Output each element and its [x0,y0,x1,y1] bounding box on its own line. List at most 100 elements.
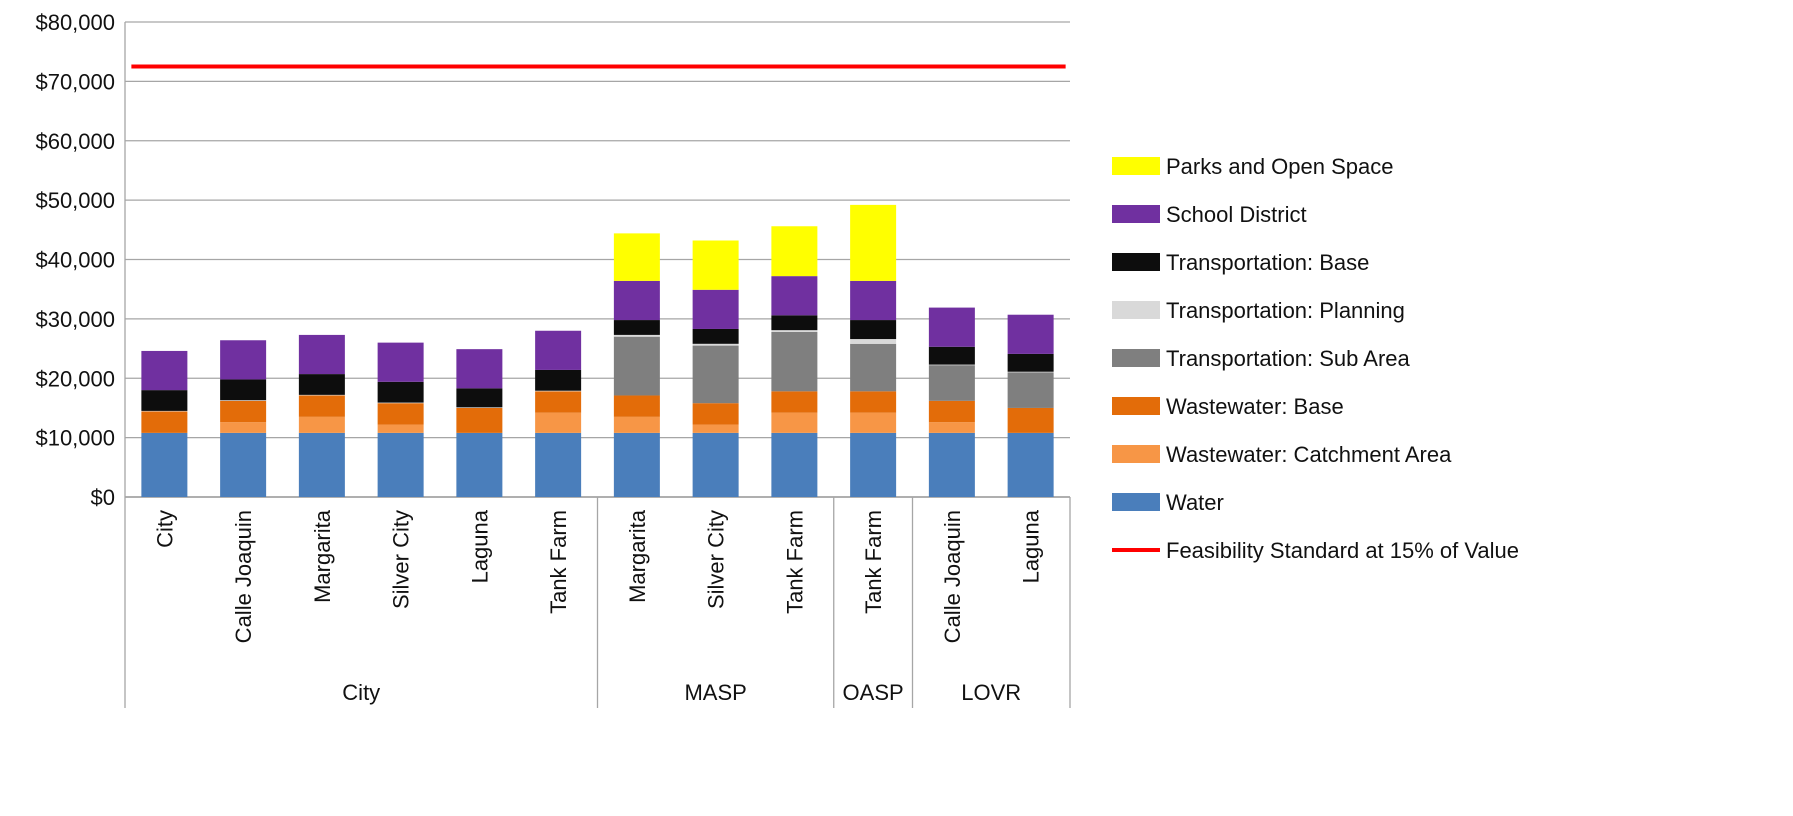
y-tick-label: $50,000 [35,188,115,213]
legend-label: Transportation: Planning [1166,298,1405,323]
y-tick-label: $80,000 [35,10,115,35]
bar-segment [692,345,739,404]
bar-segment [1007,314,1054,354]
legend-label: Wastewater: Base [1166,394,1344,419]
bar-segment [535,432,582,497]
bar-segment [377,432,424,497]
bar-segment [850,391,897,413]
legend-label: School District [1166,202,1307,227]
bar-segment [1007,371,1054,373]
bar-segment [613,336,660,396]
legend-swatch [1112,253,1160,271]
category-label: Margarita [625,509,650,603]
bar-segment [771,330,818,332]
bar-segment [298,374,345,395]
bar-segment [220,340,267,380]
legend-swatch [1112,205,1160,223]
bar-segment [456,349,503,389]
bar-segment [535,412,582,433]
bar-segment [771,226,818,277]
bar-segment [771,391,818,413]
bar-segment [613,320,660,335]
legend-swatch [1112,397,1160,415]
bar-segment [456,388,503,408]
group-label: MASP [684,680,746,705]
category-label: Calle Joaquin [940,510,965,643]
y-tick-label: $10,000 [35,426,115,451]
bar-segment [692,403,739,425]
group-label: City [342,680,380,705]
y-tick-label: $70,000 [35,69,115,94]
bar-segment [928,400,975,423]
legend-label: Wastewater: Catchment Area [1166,442,1452,467]
legend-swatch [1112,301,1160,319]
legend-swatch [1112,349,1160,367]
category-label: Silver City [389,510,414,609]
bar-segment [850,280,897,321]
bar-segment [1007,372,1054,408]
category-label: City [152,510,177,548]
category-label: Margarita [310,509,335,603]
bar-segment [613,416,660,433]
category-label: Silver City [704,510,729,609]
category-label: Laguna [1019,509,1044,583]
bar-segment [613,233,660,281]
bar-segment [928,432,975,497]
bar-segment [456,432,503,497]
y-tick-label: $60,000 [35,129,115,154]
y-tick-label: $0 [91,485,115,510]
bar-segment [1007,353,1054,372]
bar-segment [771,276,818,316]
bar-segment [850,432,897,497]
legend-label: Feasibility Standard at 15% of Value [1166,538,1519,563]
bar-segment [850,320,897,340]
bar-segment [771,331,818,392]
bar-segment [692,432,739,497]
bar-segment [771,315,818,331]
bar-segment [377,402,424,404]
bar-segment [535,369,582,391]
bar-segment [692,343,739,346]
bar-segment [928,422,975,433]
bar-segment [298,416,345,433]
bar-segment [220,432,267,497]
bar-segment [613,334,660,337]
legend-swatch [1112,445,1160,463]
bar-segment [220,379,267,401]
bar-segment [298,394,345,396]
group-label: OASP [843,680,904,705]
bar-segment [928,365,975,401]
bar-segment [613,395,660,417]
bar-segment [1007,407,1054,433]
bar-segment [141,350,188,391]
bar-segment [1007,432,1054,497]
bar-segment [535,330,582,370]
bar-segment [692,328,739,344]
category-label: Tank Farm [782,510,807,614]
legend-swatch [1112,493,1160,511]
legend-swatch [1112,157,1160,175]
bar-segment [141,411,188,433]
bar-segment [771,432,818,497]
bar-segment [692,240,739,290]
bar-segment [141,410,188,412]
legend-label: Transportation: Base [1166,250,1369,275]
bar-segment [613,432,660,497]
y-tick-label: $20,000 [35,366,115,391]
bar-segment [692,424,739,433]
bar-segment [771,412,818,433]
bar-segment [613,280,660,321]
bar-segment [298,395,345,417]
legend-label: Transportation: Sub Area [1166,346,1411,371]
bar-segment [377,403,424,425]
category-label: Laguna [467,509,492,583]
bar-segment [220,422,267,433]
bar-segment [377,381,424,403]
bar-segment [141,432,188,497]
bar-segment [220,400,267,401]
bar-segment [377,342,424,382]
bar-segment [377,424,424,433]
y-tick-label: $30,000 [35,307,115,332]
bar-segment [850,412,897,433]
bar-segment [692,289,739,329]
